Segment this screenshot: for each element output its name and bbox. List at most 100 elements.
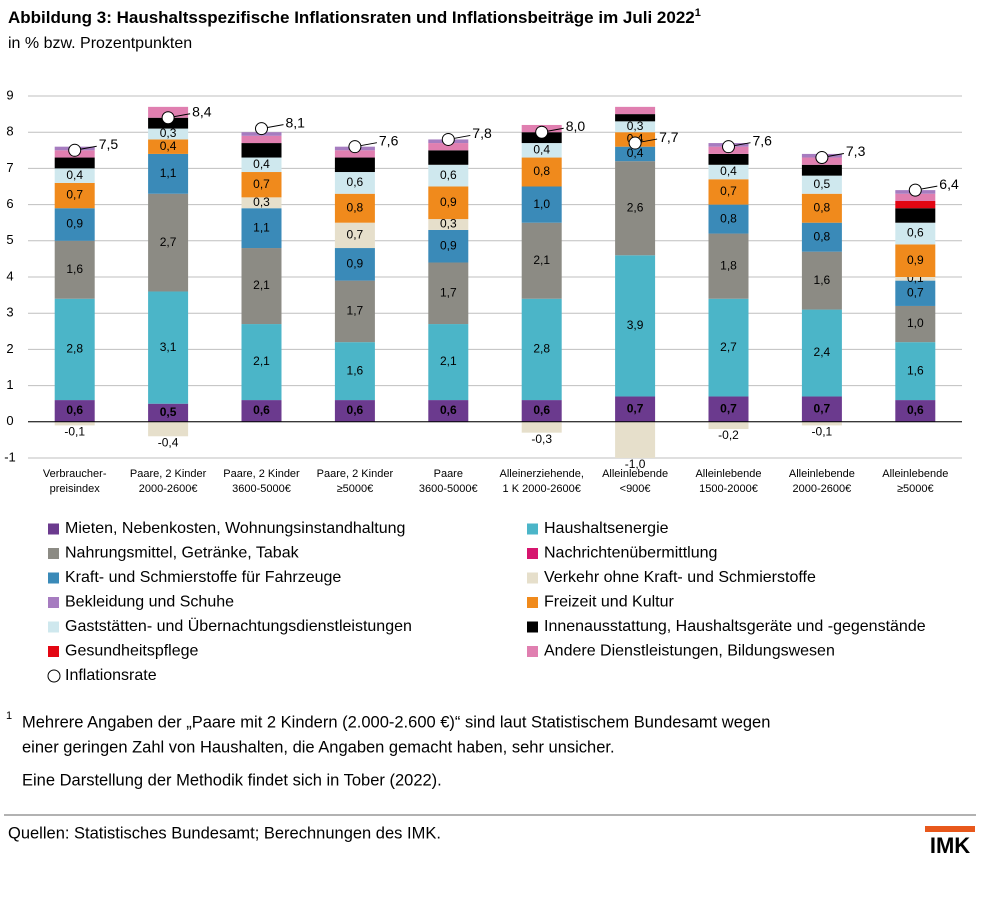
legend-swatch [48,597,59,608]
legend-label: Gaststätten- und Übernachtungsdienstleis… [65,617,412,635]
value-label: 2,7 [160,235,177,249]
logo-bar [925,826,975,832]
x-tick-label: Paare, 2 Kinder [223,468,300,480]
bar-segment [241,135,282,144]
bar-segment [241,324,282,401]
bar-segment [521,421,562,433]
value-label: 0,7 [627,401,644,415]
bar-segment [615,106,656,115]
y-tick-label: 8 [6,124,13,139]
bar-segment [801,309,842,397]
rate-marker [815,151,829,165]
bar-segment [708,164,749,180]
value-label: 2,1 [440,354,457,368]
legend-label: Mieten, Nebenkosten, Wohnungsinstandhalt… [65,520,405,537]
bar-segment [708,421,749,430]
chart-subtitle: in % bzw. Prozentpunkten [8,35,192,52]
value-label: 0,3 [627,119,644,133]
bar-segment [334,248,375,281]
legend-swatch [527,621,538,633]
bar-segment [334,222,375,249]
value-label: 0,4 [66,168,83,182]
legend-swatch [527,572,538,584]
bar-segment [801,193,842,223]
y-tick-label: 7 [6,160,13,175]
value-label: 0,9 [347,257,364,271]
value-label: 0,8 [720,211,737,225]
bar-segment [708,204,749,234]
bar-segment [895,200,936,209]
legend-swatch [48,646,59,657]
bar-segment [615,421,656,458]
bar-segment [334,172,375,194]
value-label: 0,4 [253,157,270,171]
value-label: 1,1 [160,166,177,180]
value-label: 0,6 [533,403,550,417]
value-label: -0,1 [64,425,85,439]
bar-segment [428,143,469,151]
legend: Mieten, Nebenkosten, Wohnungsinstandhalt… [47,520,926,684]
bar-segment [334,150,375,158]
rate-marker [255,122,268,136]
y-tick-label: 5 [6,232,13,247]
y-tick-label: 2 [6,341,13,356]
value-label: 0,6 [440,168,457,182]
value-label: 1,0 [907,316,924,330]
x-tick-label: Alleinlebende [602,468,668,480]
legend-swatch [527,646,538,657]
bar-segment [895,193,936,201]
x-tick-label: 3600-5000€ [419,483,478,495]
value-label: 1,7 [347,304,364,318]
value-label: 0,9 [440,238,457,252]
legend-swatch [48,572,59,584]
rate-marker [68,143,82,157]
bar-segment [895,400,936,422]
x-tick-label: 1500-2000€ [699,483,758,495]
rate-label: 8,0 [566,118,586,134]
value-label: 0,6 [907,403,924,417]
value-label: 0,5 [160,405,177,419]
rate-label: 7,6 [379,132,399,148]
value-label: 0,3 [253,195,270,209]
legend-label: Kraft- und Schmierstoffe für Fahrzeuge [65,569,341,586]
value-label: 2,7 [720,340,737,354]
footnote-line: Mehrere Angaben der „Paare mit 2 Kindern… [22,713,770,731]
bar-segment [54,421,95,426]
bar-segment [148,421,189,437]
value-label: -0,4 [158,435,179,449]
bar-segment [334,400,375,422]
chart-title: Abbildung 3: Haushaltsspezifische Inflat… [8,7,701,28]
value-label: 0,9 [440,195,457,209]
value-label: 0,7 [253,177,270,191]
bar-segment [54,400,95,422]
value-label: 3,1 [160,340,177,354]
x-tick-label: Alleinlebende [789,468,855,480]
rate-marker [348,140,362,154]
bar-segment [148,128,189,140]
x-tick-label: preisindex [50,483,101,495]
value-label: 0,5 [814,177,831,191]
x-tick-label: Paare [434,468,463,480]
rate-label: 7,3 [846,143,866,159]
bar-segment [895,222,936,245]
bar-segment [428,324,469,401]
bar-segment [895,342,936,401]
bar-segment [521,298,562,401]
bar-segment [615,114,656,122]
logo: IMK [930,833,970,858]
legend-label: Inflationsrate [65,667,157,684]
value-label: 1,6 [66,262,83,276]
bar-segment [708,233,749,299]
bar-segment [148,153,189,194]
value-label: 2,8 [66,342,83,356]
legend-label: Verkehr ohne Kraft- und Schmierstoffe [544,569,816,586]
bar-segment [241,143,282,158]
bar-segment [428,164,469,187]
source: Quellen: Statistisches Bundesamt; Berech… [8,824,441,842]
bar-segment [615,255,656,397]
value-label: 0,8 [814,229,831,243]
bar-segment [801,421,842,426]
bar-segment [428,262,469,325]
method-note: Eine Darstellung der Methodik findet sic… [22,771,442,789]
